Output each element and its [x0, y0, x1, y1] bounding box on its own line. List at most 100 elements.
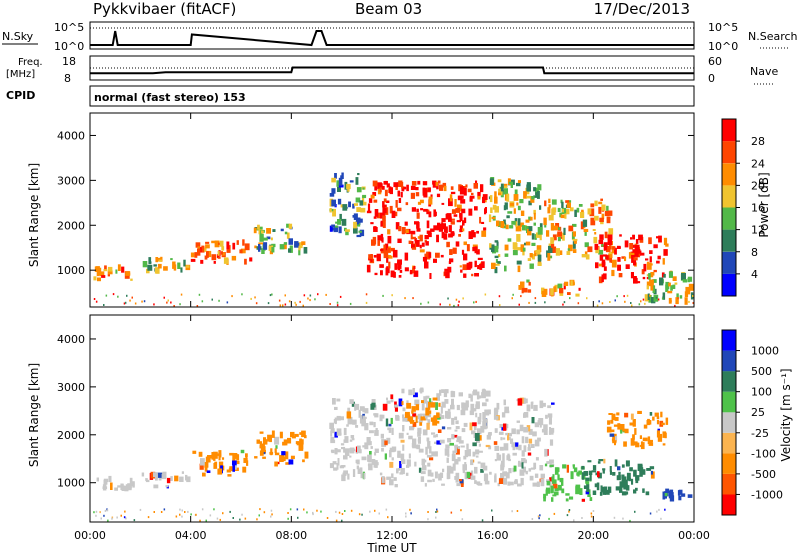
data-cell: [428, 196, 433, 205]
data-cell: [539, 205, 542, 210]
data-cell: [632, 434, 635, 440]
data-cell: [565, 493, 570, 496]
data-cell: [172, 261, 176, 269]
data-cell: [603, 242, 608, 247]
data-cell: [620, 429, 623, 434]
ground-scatter-cell: [295, 303, 297, 306]
ground-scatter-cell: [302, 304, 304, 307]
data-cell: [289, 245, 293, 253]
data-cell: [503, 443, 509, 451]
data-cell: [101, 275, 106, 278]
data-cell: [406, 400, 409, 406]
data-cell: [400, 453, 405, 460]
ground-scatter-cell: [316, 509, 318, 512]
data-cell: [466, 244, 470, 252]
data-cell: [426, 422, 430, 430]
data-cell: [459, 213, 463, 221]
data-cell: [520, 210, 525, 216]
data-cell: [290, 455, 295, 460]
data-cell: [522, 466, 526, 473]
data-cell: [407, 414, 411, 421]
data-cell: [334, 431, 338, 438]
data-cell: [360, 207, 366, 213]
data-cell: [220, 251, 223, 255]
data-cell: [478, 435, 482, 441]
data-cell: [405, 202, 409, 206]
data-cell: [131, 482, 135, 487]
data-cell: [584, 229, 587, 236]
data-cell: [253, 227, 257, 234]
data-cell: [510, 438, 514, 444]
data-cell: [617, 264, 621, 271]
data-cell: [288, 248, 292, 253]
data-cell: [404, 252, 409, 261]
data-cell: [494, 263, 500, 266]
data-cell: [471, 273, 474, 277]
data-cell: [498, 478, 504, 484]
data-cell: [557, 207, 561, 212]
data-cell: [444, 399, 449, 404]
ground-scatter-cell: [626, 294, 629, 297]
data-cell: [451, 398, 454, 406]
data-cell: [603, 458, 606, 464]
ground-scatter-cell: [244, 517, 247, 520]
nsearch-tick-bottom: 10^0: [708, 40, 738, 53]
data-cell: [441, 202, 445, 205]
data-cell: [589, 497, 593, 501]
data-cell: [355, 177, 359, 185]
colorbar-tick-label: 1000: [751, 345, 779, 358]
data-cell: [347, 407, 351, 412]
data-cell: [348, 201, 351, 208]
data-cell: [355, 221, 360, 225]
data-cell: [329, 422, 334, 429]
data-cell: [504, 406, 509, 413]
data-cell: [494, 255, 499, 259]
data-cell: [426, 209, 430, 215]
data-cell: [371, 459, 376, 465]
data-cell: [656, 419, 659, 425]
data-cell: [537, 420, 541, 424]
data-cell: [364, 442, 369, 450]
data-cell: [489, 195, 493, 203]
data-cell: [367, 441, 372, 446]
data-cell: [665, 488, 670, 493]
data-cell: [618, 273, 623, 278]
data-cell: [343, 455, 348, 460]
data-cell: [570, 207, 574, 212]
data-cell: [523, 191, 527, 199]
data-cell: [356, 187, 362, 193]
ground-scatter-cell: [461, 518, 464, 521]
data-cell: [240, 449, 245, 454]
data-cell: [541, 402, 546, 407]
data-cell: [625, 264, 630, 269]
data-cell: [619, 234, 622, 237]
data-cell: [346, 411, 352, 419]
data-cell: [202, 472, 206, 477]
data-cell: [611, 413, 616, 421]
ground-scatter-cell: [175, 515, 178, 518]
data-cell: [553, 225, 558, 231]
ground-scatter-cell: [287, 517, 289, 520]
data-cell: [469, 195, 475, 199]
data-cell: [195, 242, 201, 248]
data-cell: [578, 470, 582, 475]
data-cell: [599, 492, 603, 496]
data-cell: [663, 249, 668, 256]
data-cell: [653, 244, 658, 249]
ground-scatter-cell: [644, 302, 646, 305]
ground-scatter-cell: [586, 297, 588, 300]
ground-scatter-cell: [258, 514, 260, 517]
data-cell: [593, 236, 598, 244]
data-cell: [227, 474, 232, 477]
data-cell: [523, 412, 529, 418]
data-cell: [519, 424, 524, 432]
data-cell: [561, 201, 564, 208]
data-cell: [472, 442, 477, 447]
data-cell: [204, 247, 207, 252]
data-cell: [446, 213, 452, 220]
data-cell: [615, 486, 621, 491]
data-cell: [526, 279, 530, 283]
data-cell: [616, 475, 621, 481]
colorbar-tick-label: 24: [751, 157, 765, 170]
